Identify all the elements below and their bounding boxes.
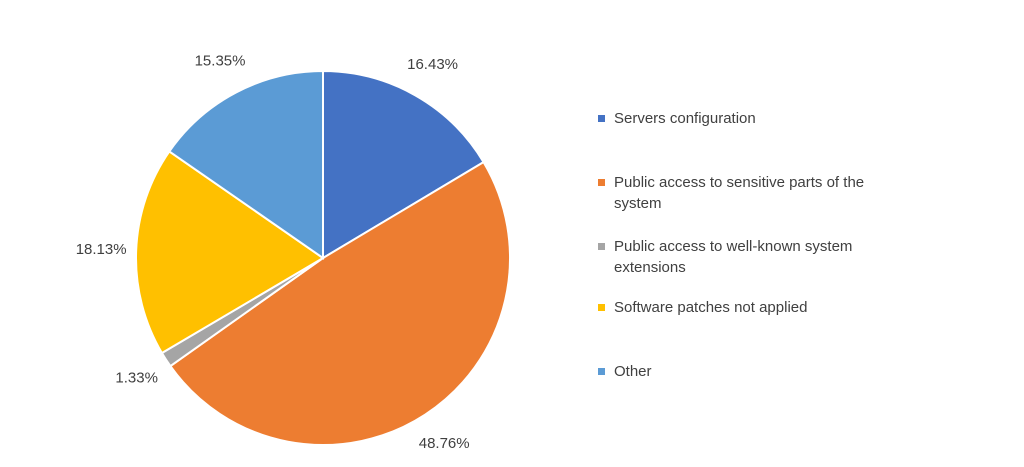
legend-label: Public access to well-known system exten… [614, 238, 853, 276]
legend-swatch [598, 304, 605, 311]
legend-swatch [598, 243, 605, 250]
pie-slice [135, 150, 325, 355]
legend-label: Servers configuration [614, 110, 756, 127]
legend-item: Public access to well-known system exten… [598, 236, 884, 278]
legend-item: Software patches not applied [598, 297, 884, 318]
legend-swatch [598, 368, 605, 375]
data-label: 18.13% [76, 241, 127, 258]
legend-item: Servers configuration [598, 108, 884, 129]
pie-slice [169, 160, 512, 447]
legend-label: Public access to sensitive parts of the … [614, 174, 865, 212]
legend-item: Public access to sensitive parts of the … [598, 172, 884, 214]
data-label: 1.33% [115, 370, 158, 387]
data-label: 16.43% [407, 56, 458, 73]
data-label: 48.76% [419, 435, 470, 452]
legend-label: Other [614, 363, 652, 380]
data-label: 15.35% [195, 52, 246, 69]
pie-slice [167, 69, 324, 260]
legend-label: Software patches not applied [614, 299, 808, 316]
legend-swatch [598, 179, 605, 186]
legend-item: Other [598, 361, 884, 382]
legend-swatch [598, 115, 605, 122]
pie-slice [322, 69, 485, 260]
